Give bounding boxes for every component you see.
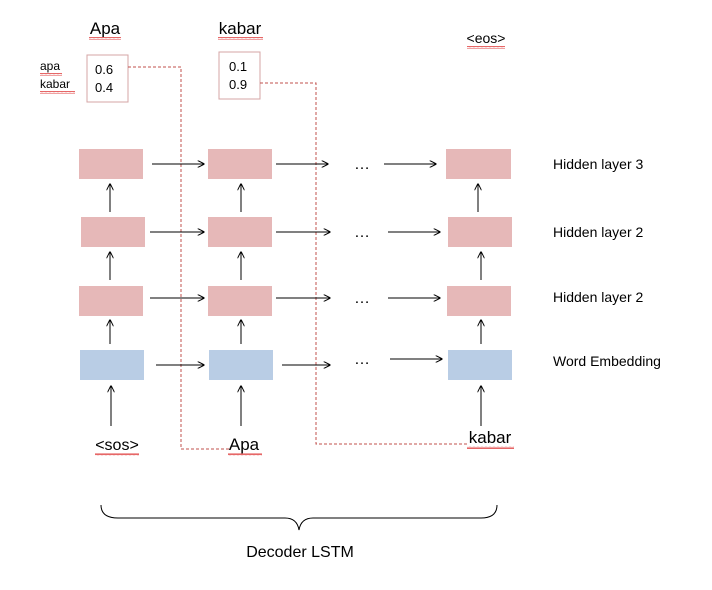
diagram-caption: Decoder LSTM [246,544,354,561]
output-label-apa: Apa [90,19,121,38]
word-embedding-row [80,350,512,380]
spellcheck-underline [467,446,514,449]
brace [100,504,498,531]
hidden-cell [81,217,145,247]
prob-word-kabar: kabar [40,77,70,91]
prob-value-kabar-2: 0.9 [229,77,247,92]
embedding-cell [80,350,144,380]
spellcheck-underline [218,37,263,40]
ellipsis: … [354,351,370,368]
hidden-layer-1-row [79,286,511,316]
hidden-cell [208,149,272,179]
prob-value-apa: 0.6 [95,62,113,77]
row-label-word-embedding: Word Embedding [553,353,661,369]
embedding-cell [448,350,512,380]
feedback-line-2 [260,82,468,445]
input-label-apa: Apa [229,435,260,454]
prob-word-apa: apa [40,59,60,73]
hidden-cell [447,286,511,316]
vertical-arrows [110,184,481,426]
row-label-hidden-layer-3: Hidden layer 3 [553,156,643,172]
hidden-cell [446,149,511,179]
output-label-eos: <eos> [467,30,506,46]
prob-value-kabar: 0.4 [95,80,113,95]
row-label-hidden-layer-2: Hidden layer 2 [553,224,643,240]
prob-value-apa-2: 0.1 [229,59,247,74]
row-label-hidden-layer-2b: Hidden layer 2 [553,289,643,305]
hidden-cell [79,286,143,316]
ellipsis: … [354,290,370,307]
spellcheck-underline [95,453,139,456]
probability-box-2 [218,51,261,100]
ellipsis: … [354,156,370,173]
probability-box-1 [86,54,129,103]
hidden-layer-3-row [79,149,511,179]
output-label-kabar: kabar [219,19,262,38]
ellipsis: … [354,224,370,241]
input-label-kabar: kabar [469,428,512,447]
hidden-layer-2-row [81,217,512,247]
hidden-cell [208,286,272,316]
hidden-cell [79,149,143,179]
input-label-sos: <sos> [95,437,139,454]
embedding-cell [209,350,273,380]
spellcheck-underline [40,91,75,94]
spellcheck-underline [467,46,505,49]
feedback-line-1 [128,66,230,450]
spellcheck-underline [89,37,121,40]
recurrent-arrows [150,164,442,365]
spellcheck-underline [228,453,262,456]
hidden-cell [448,217,512,247]
hidden-cell [208,217,272,247]
spellcheck-underline [40,73,62,76]
